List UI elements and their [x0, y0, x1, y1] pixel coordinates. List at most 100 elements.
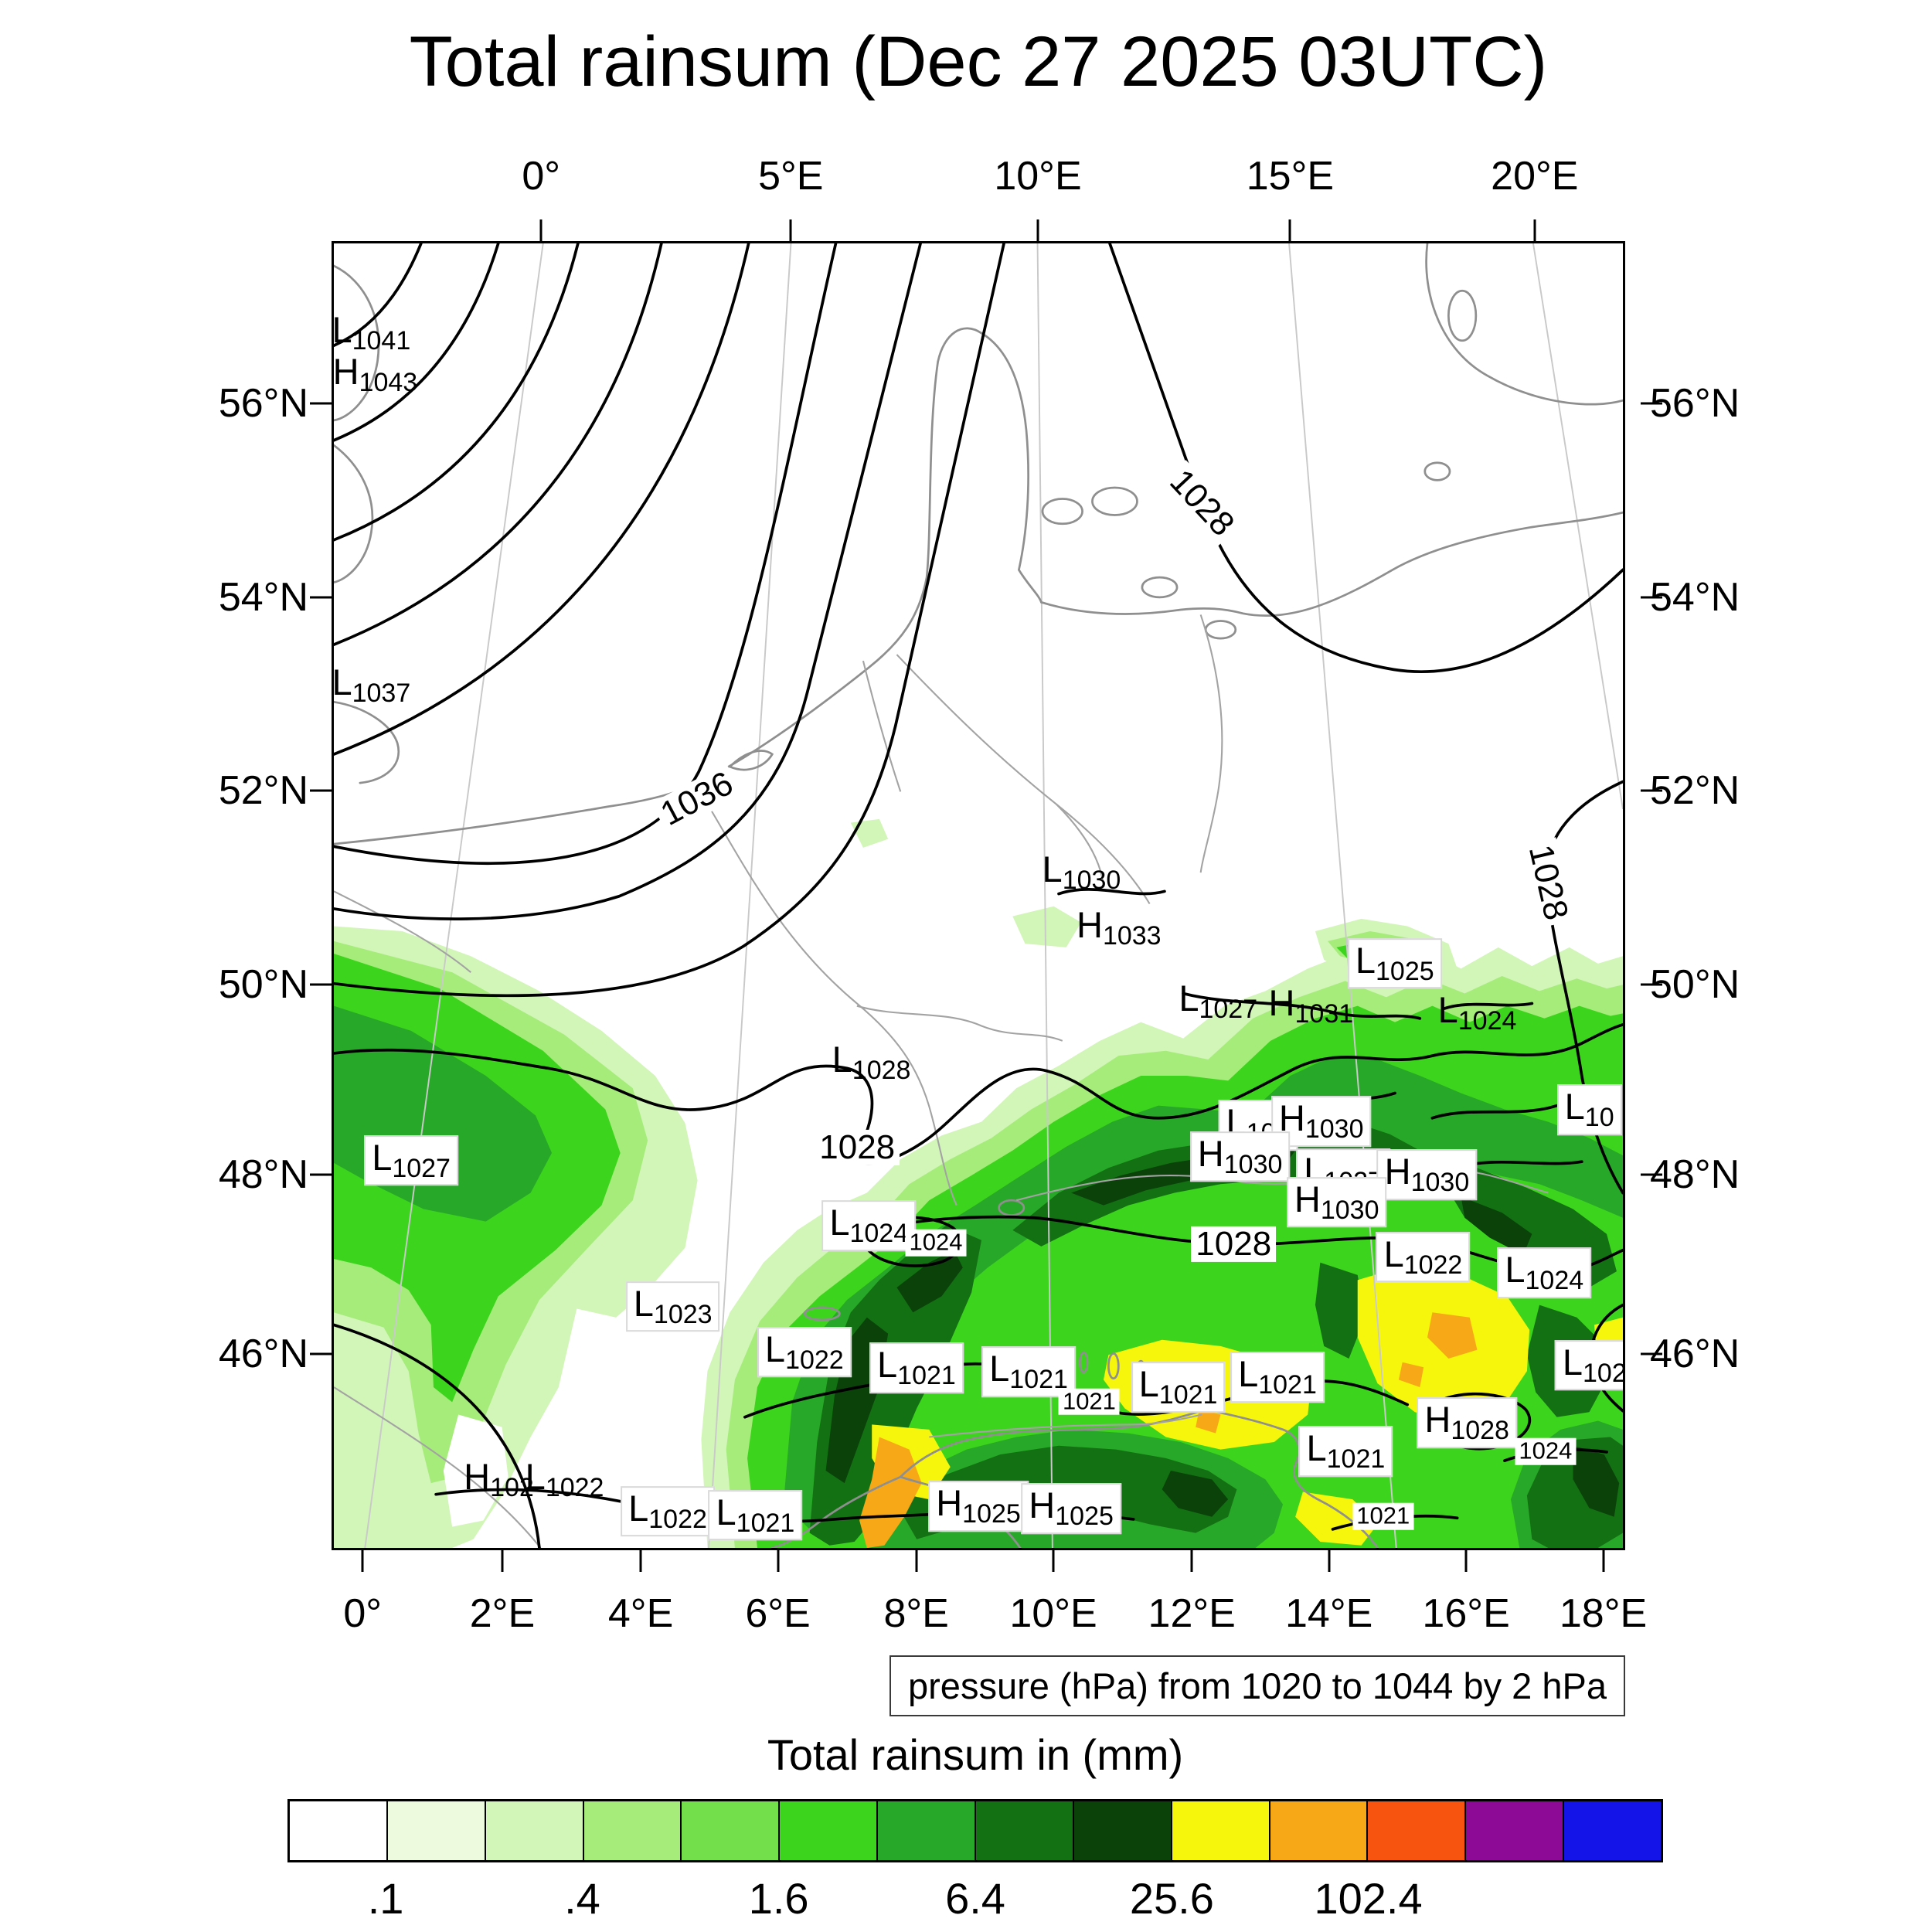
colorbar-segment-7	[975, 1801, 1073, 1860]
axis-label-left: 46°N	[218, 1331, 308, 1376]
pressure-center-value: 1022	[648, 1504, 707, 1534]
contour-inline-label-small: 1024	[905, 1229, 967, 1257]
pressure-center-l-1021: L1021	[1298, 1426, 1393, 1477]
contour-inline-label: 1028	[815, 1129, 900, 1165]
pressure-center-type: H	[1278, 1097, 1305, 1139]
colorbar-segment-8	[1072, 1801, 1171, 1860]
pressure-center-l-1022: L1022	[1376, 1231, 1471, 1283]
pressure-center-value: 1022	[785, 1345, 844, 1375]
precip-white-holes	[443, 1308, 645, 1527]
colorbar-tick-label: 102.4	[1314, 1874, 1423, 1923]
axis-label-left: 56°N	[218, 381, 308, 427]
axis-label-left: 50°N	[218, 962, 308, 1008]
pressure-center-h-1028: H1028	[1417, 1397, 1517, 1448]
pressure-center-l-1022: L1022	[757, 1326, 852, 1378]
pressure-center-value: 1030	[1410, 1168, 1470, 1198]
pressure-center-type: H	[464, 1456, 491, 1498]
pressure-center-value: 1030	[1223, 1149, 1283, 1179]
colorbar-segment-6	[876, 1801, 975, 1860]
axis-label-bottom: 8°E	[883, 1591, 949, 1636]
contour-inline-label: 1028	[1159, 459, 1243, 546]
pressure-center-h-1030: H1030	[1189, 1131, 1291, 1182]
colorbar-tick-label: 6.4	[945, 1874, 1005, 1923]
pressure-center-type: L	[633, 1282, 654, 1324]
pressure-center-type: L	[1562, 1341, 1583, 1383]
contour-inline-label-small: 1021	[1352, 1503, 1414, 1530]
pressure-center-value: 1025	[962, 1499, 1021, 1529]
contour-inline-label: 1036	[651, 763, 743, 835]
axis-tick-bottom	[1602, 1550, 1605, 1572]
axis-label-bottom: 4°E	[607, 1591, 674, 1636]
colorbar-title: Total rainsum in (mm)	[767, 1730, 1184, 1779]
axis-label-top: 15°E	[1246, 154, 1335, 199]
axis-label-bottom: 0°	[343, 1591, 383, 1636]
pressure-center-type: H	[1424, 1399, 1451, 1440]
axis-tick-left	[310, 1173, 332, 1176]
axis-tick-left	[310, 402, 332, 405]
axis-tick-top	[539, 219, 543, 241]
pressure-center-l-1021: L1021	[869, 1342, 964, 1393]
contour-inline-label-small: 1021	[1058, 1388, 1120, 1416]
axis-tick-right	[1641, 789, 1662, 792]
axis-label-right: 52°N	[1650, 768, 1740, 814]
colorbar-segment-10	[1268, 1801, 1367, 1860]
pressure-contour-note: pressure (hPa) from 1020 to 1044 by 2 hP…	[889, 1655, 1625, 1716]
axis-tick-right	[1641, 1173, 1662, 1176]
pressure-center-value: 1028	[1451, 1416, 1509, 1446]
pressure-center-value: 1028	[852, 1056, 911, 1086]
pressure-center-l-1041: L1041	[332, 309, 411, 356]
pressure-center-l-1021: L1021	[1131, 1362, 1226, 1413]
pressure-center-type: L	[832, 1039, 852, 1080]
pressure-center-type: H	[1077, 904, 1103, 946]
colorbar-segment-11	[1366, 1801, 1465, 1860]
pressure-center-value: 1041	[352, 326, 411, 356]
pressure-center-type: L	[989, 1348, 1010, 1389]
pressure-center-type: L	[1138, 1363, 1159, 1405]
pressure-center-l-1024: L1024	[1438, 991, 1517, 1036]
pressure-center-value: 1021	[1326, 1444, 1386, 1475]
graticule	[364, 243, 1623, 1548]
pressure-center-h-1025: H1025	[928, 1481, 1029, 1532]
pressure-center-type: H	[1029, 1485, 1056, 1526]
axis-tick-left	[310, 983, 332, 986]
pressure-center-value: 1033	[1102, 921, 1162, 951]
pressure-center-value: 1027	[392, 1153, 451, 1183]
axis-label-bottom: 16°E	[1422, 1591, 1510, 1636]
pressure-center-value: 10	[1584, 1102, 1614, 1132]
pressure-center-type: L	[829, 1202, 850, 1243]
axis-tick-right	[1641, 1352, 1662, 1355]
pressure-center-value: 1030	[1320, 1195, 1379, 1225]
coastlines	[334, 243, 1623, 1548]
axis-label-bottom: 12°E	[1148, 1591, 1236, 1636]
axis-tick-top	[1533, 219, 1536, 241]
axis-tick-top	[789, 219, 792, 241]
pressure-center-value: 1031	[1294, 999, 1354, 1029]
colorbar-segment-12	[1464, 1801, 1563, 1860]
axis-tick-top	[1036, 219, 1039, 241]
pressure-center-value: 1030	[1062, 865, 1121, 895]
pressure-center-h-1030: H1030	[1270, 1096, 1372, 1147]
colorbar-labels: .1 .4 1.6 6.4 25.6 102.4	[287, 1873, 1663, 1923]
colorbar-tick-label: 1.6	[748, 1874, 809, 1923]
pressure-center-type: L	[1505, 1248, 1526, 1290]
axis-label-top: 10°E	[994, 154, 1082, 199]
axis-tick-bottom	[501, 1550, 504, 1572]
pressure-center-type: H	[1294, 1178, 1321, 1219]
pressure-center-value: 1022	[1403, 1250, 1463, 1280]
axis-label-left: 48°N	[218, 1151, 308, 1197]
pressure-center-h-1031: H1031	[1269, 984, 1354, 1029]
pressure-center-type: H	[936, 1482, 963, 1524]
colorbar-segment-0	[290, 1801, 386, 1860]
axis-tick-bottom	[1464, 1550, 1468, 1572]
pressure-center-type: L	[525, 1456, 546, 1498]
pressure-center-h-1030: H1030	[1376, 1149, 1478, 1201]
pressure-center-l-1022: L1022	[526, 1458, 604, 1502]
pressure-center-type: L	[332, 309, 352, 351]
pressure-center-value: 102	[1583, 1358, 1625, 1388]
axis-label-bottom: 10°E	[1009, 1591, 1097, 1636]
colorbar-segment-3	[582, 1801, 681, 1860]
pressure-center-l-1021: L1021	[1230, 1352, 1325, 1403]
page-title: Total rainsum (Dec 27 2025 03UTC)	[409, 22, 1548, 101]
axis-label-left: 52°N	[218, 768, 308, 814]
pressure-center-type: L	[1564, 1085, 1585, 1127]
